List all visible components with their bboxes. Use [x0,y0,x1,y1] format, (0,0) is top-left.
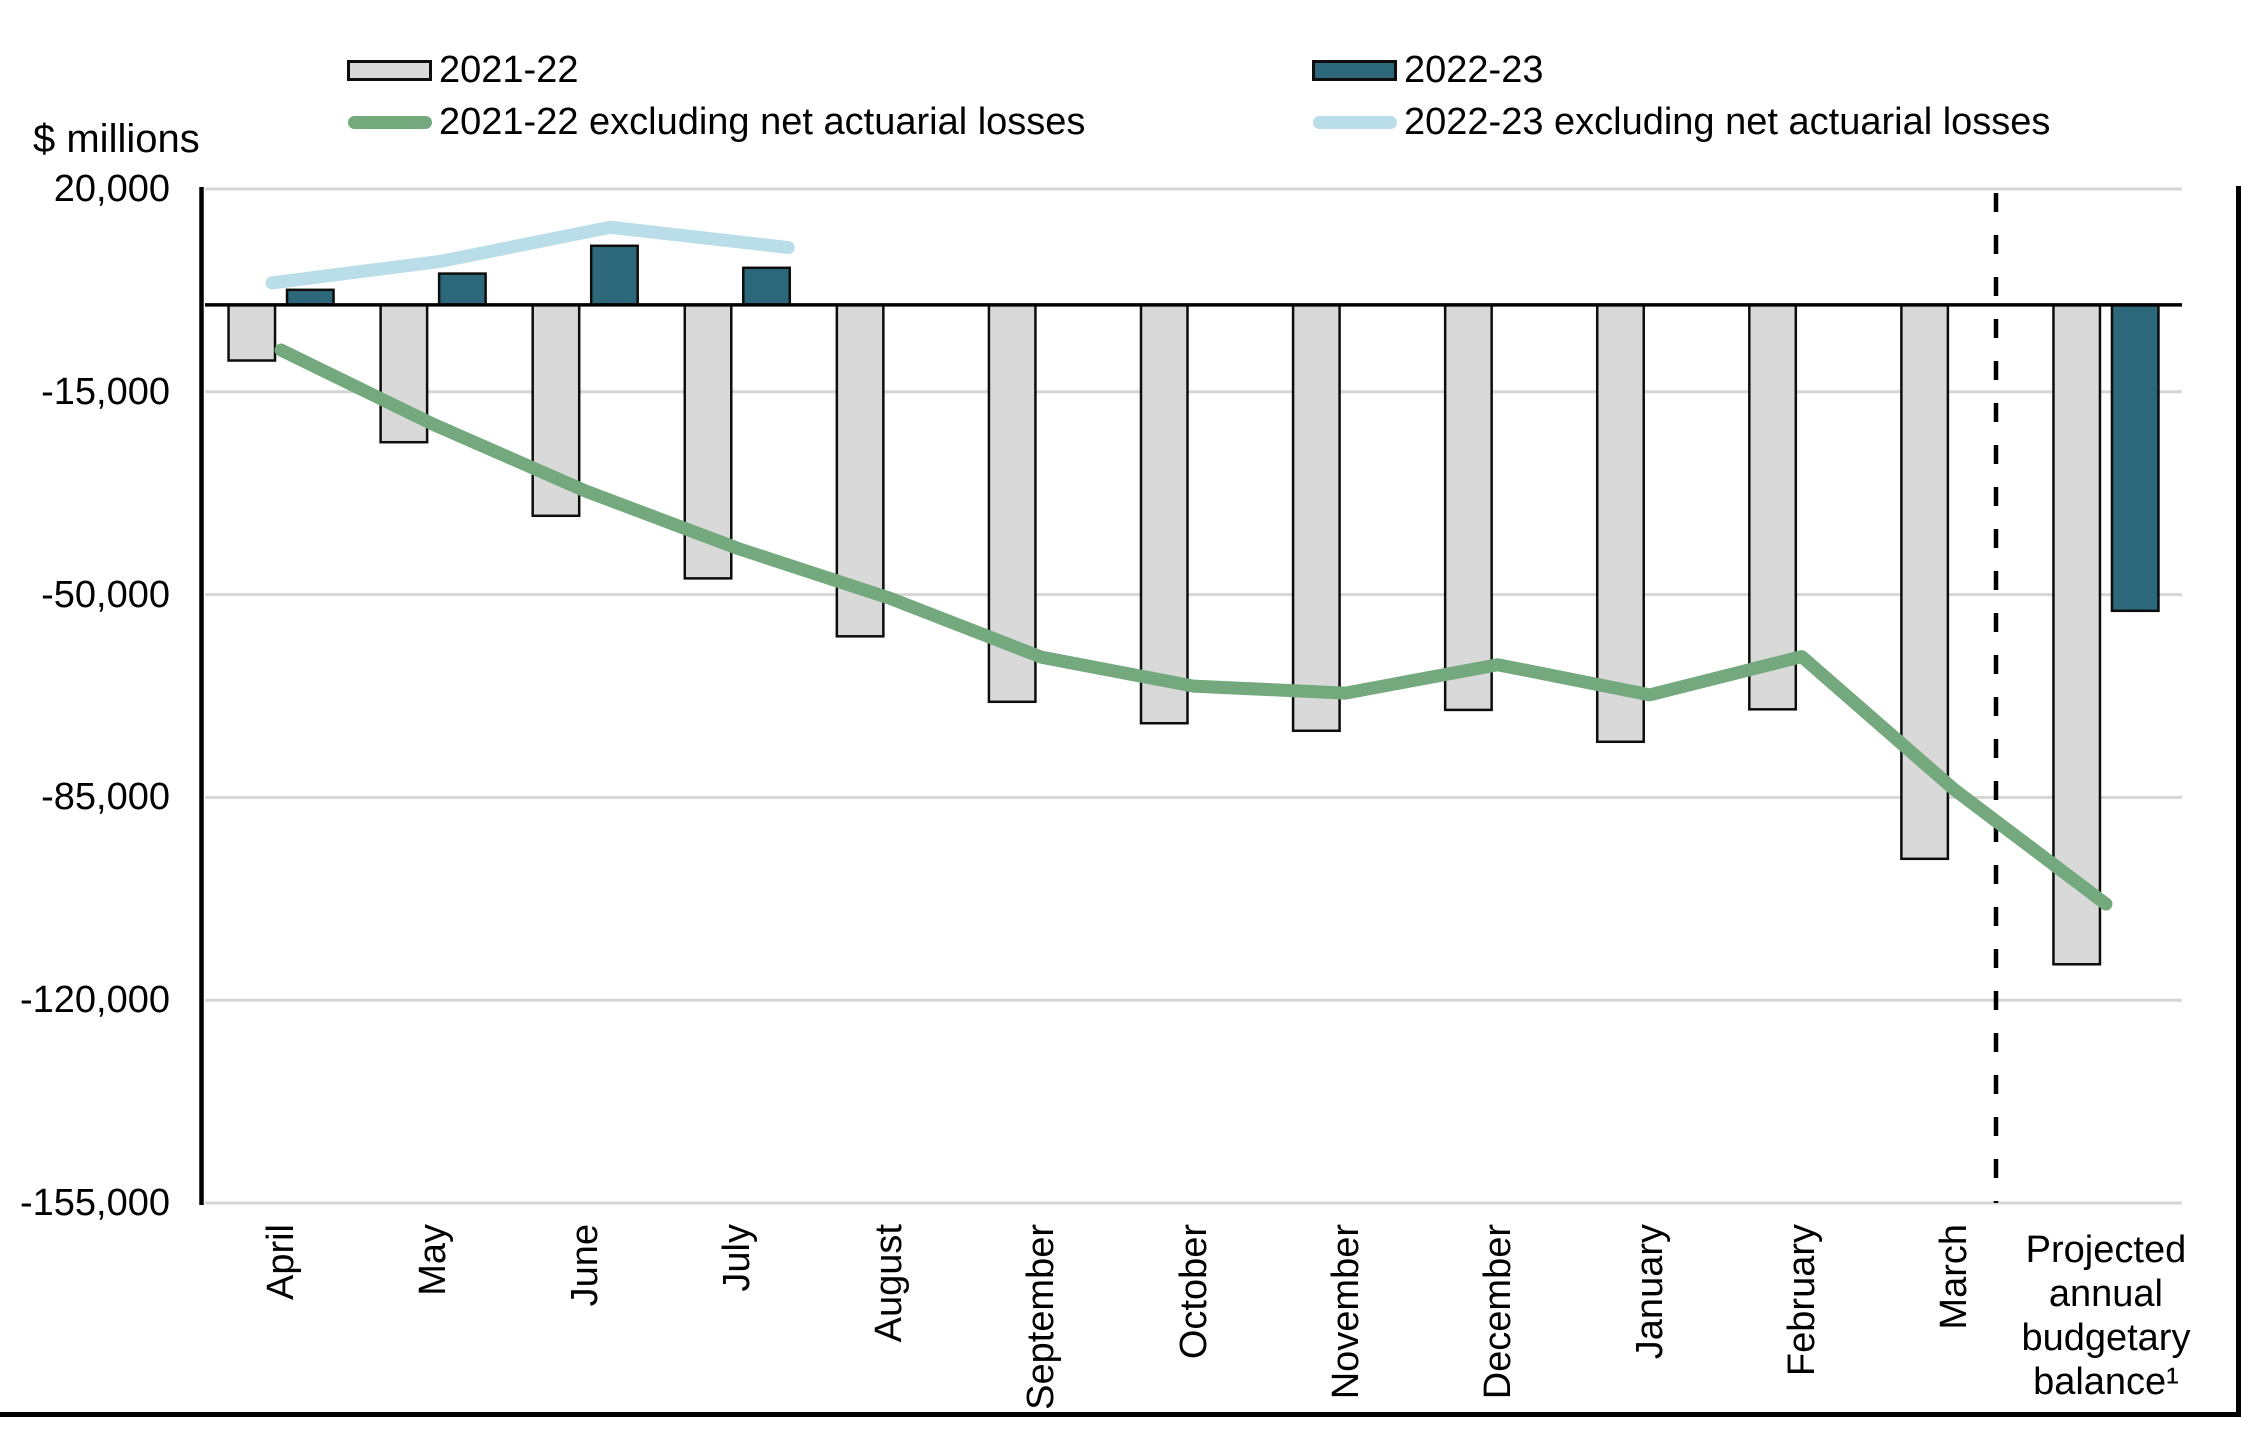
y-tick-label--15,000: -15,000 [41,370,170,413]
x-axis-label-November: November [1324,1224,1367,1400]
legend-label: 2021-22 excluding net actuarial losses [439,101,1086,143]
bar-2021-22-November [1291,303,1341,733]
legend-label: 2022-23 [1404,49,1544,91]
x-axis-label-February: February [1780,1224,1823,1377]
window-edge-bottom [0,1412,2241,1417]
legend-swatch-line-2021-22-excluding [348,115,432,129]
legend-label: 2022-23 excluding net actuarial losses [1404,101,2051,143]
x-axis-label-projected-annual-budgetary-balance: Projected annual budgetary balance¹ [2021,1229,2191,1403]
bar-2022-23-June [589,244,639,307]
bar-2021-22-January [1595,303,1645,744]
bar-2021-22-May [379,303,429,444]
y-tick-label--85,000: -85,000 [41,776,170,819]
legend-swatch-line-2022-23-excluding [1313,115,1397,129]
y-tick-label-20,000: 20,000 [53,168,170,210]
x-axis-label-September: September [1020,1224,1063,1410]
y-tick-label--155,000: -155,000 [19,1182,170,1224]
legend-swatch-bar-2022-23 [1312,59,1397,81]
bar-2022-23-Projected annual budgetary balance¹ [2110,303,2160,613]
bar-2021-22-October [1139,303,1189,725]
bar-2021-22-April [227,303,277,362]
legend-label: 2021-22 [439,49,579,91]
x-axis-label-October: October [1172,1224,1215,1360]
line-2021-22 excluding net actuarial losses [274,343,2113,911]
legend-item-2021-22: 2021-22 [347,48,578,92]
x-axis-label-December: December [1476,1224,1519,1400]
y-tick-label--120,000: -120,000 [19,979,170,1022]
x-axis-label-January: January [1628,1224,1671,1360]
legend-item-2021-22-excluding: 2021-22 excluding net actuarial losses [348,100,1085,144]
legend-item-2022-23-excluding: 2022-23 excluding net actuarial losses [1313,100,2050,144]
bar-2022-23-April [285,288,335,307]
bar-2021-22-December [1443,303,1493,712]
x-axis-label-March: March [1932,1224,1975,1330]
x-axis-label-May: May [412,1224,455,1296]
y-tick-label--50,000: -50,000 [41,573,170,616]
bar-2021-22-February [1748,303,1798,711]
x-axis-label-June: June [564,1224,607,1307]
x-axis-label-August: August [868,1224,911,1343]
x-axis-label-July: July [716,1224,759,1292]
bar-2022-23-May [437,272,487,307]
bar-2022-23-July [742,266,792,307]
x-axis-label-April: April [260,1224,303,1301]
window-edge-right [2236,186,2241,1417]
line-2022-23 excluding net actuarial losses [265,220,795,290]
legend-item-2022-23: 2022-23 [1312,48,1543,92]
y-axis-unit-label: $ millions [33,117,200,161]
legend-swatch-bar-2021-22 [347,59,432,81]
